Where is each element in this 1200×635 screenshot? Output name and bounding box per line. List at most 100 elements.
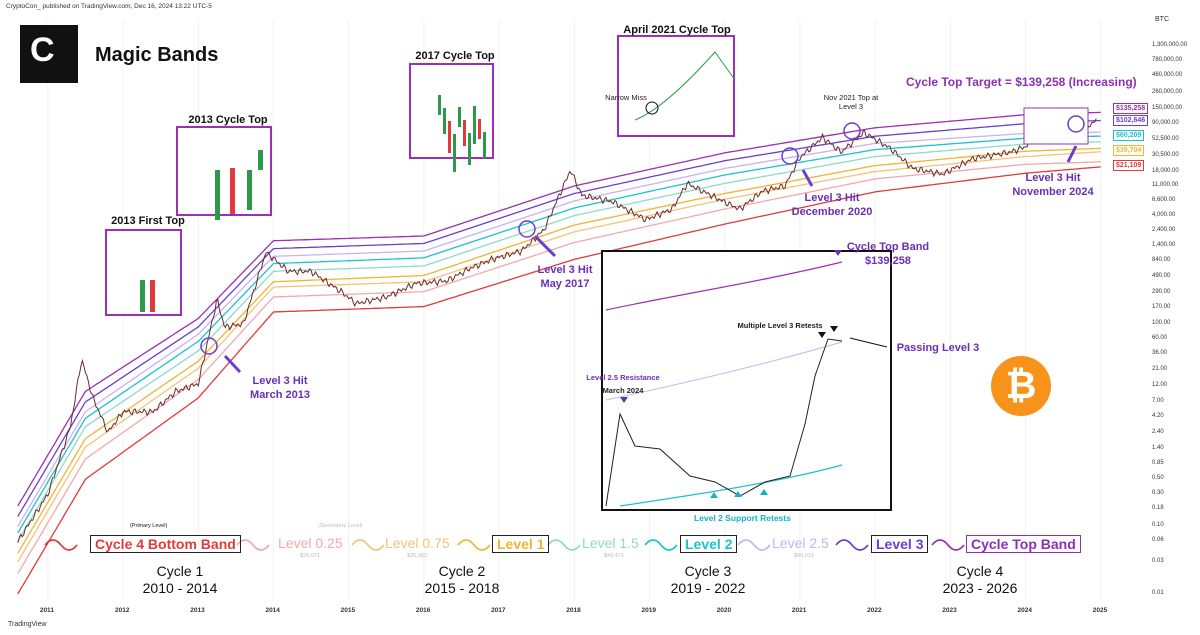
y-tick-label: 7.00 [1152, 397, 1164, 404]
mini-candle [483, 132, 486, 158]
legend-value: $69,019 [794, 553, 814, 559]
x-tick-label: 2024 [1017, 607, 1032, 614]
inset-cycle-top-band-line [605, 261, 843, 311]
price-tag: $60,209 [1113, 130, 1145, 141]
y-tick-label: 2,400.00 [1152, 226, 1176, 233]
mini-candle [150, 280, 155, 312]
y-tick-label: 170.00 [1152, 304, 1171, 311]
cycle-name: Cycle 1 [156, 563, 204, 579]
annotation-2021-cycle-top: April 2021 Cycle Top [623, 24, 731, 36]
y-tick-label: 1.40 [1152, 445, 1164, 452]
band-line-level-2 [17, 135, 1101, 534]
mini-candle [448, 121, 451, 153]
zoom-box-4 [1023, 107, 1089, 145]
inset-multiple-retests: Multiple Level 3 Retests [737, 321, 823, 330]
annotation-level3-nov-2024: Level 3 Hit November 2024 [1012, 172, 1094, 198]
level3-hit-circle [843, 122, 861, 140]
y-tick-label: 4,000.00 [1152, 211, 1176, 218]
band-line-level-0-75 [17, 151, 1101, 563]
x-tick-label: 2019 [641, 607, 656, 614]
legend-wave-icon [457, 539, 491, 551]
band-line-cycle-4-bottom-band [17, 166, 1101, 595]
mini-candle [247, 170, 252, 210]
y-tick-label: 52,500.00 [1152, 136, 1179, 143]
legend-wave-icon [931, 539, 965, 551]
legend-wave-icon [236, 539, 270, 551]
inset-level2-line [619, 464, 843, 507]
mini-candle [458, 107, 461, 127]
band-line-level-0-25 [17, 161, 1101, 575]
legend-item: Level 2 [680, 535, 738, 553]
level3-hit-circle [200, 337, 218, 355]
publisher-header: CryptoCon_ published on TradingView.com,… [6, 3, 212, 10]
cycle-label: Cycle 3 2019 - 2022 [658, 563, 758, 597]
legend-item: Level 1.5 [582, 535, 639, 551]
y-tick-label: 0.85 [1152, 459, 1164, 466]
y-tick-label: 2.40 [1152, 429, 1164, 436]
annotation-level3-may-2017: Level 3 Hit May 2017 [537, 264, 593, 290]
legend-wave-icon [547, 539, 581, 551]
price-line [17, 118, 1097, 543]
cycle-name: Cycle 3 [684, 563, 732, 579]
legend-item: Cycle 4 Bottom Band [90, 535, 241, 553]
y-tick-label: 0.30 [1152, 490, 1164, 497]
y-tick-label: 18,000.00 [1152, 167, 1179, 174]
legend-wave-icon [351, 539, 385, 551]
mini-candle [215, 170, 220, 220]
tradingview-footer: TradingView [8, 621, 47, 628]
y-tick-label: 0.50 [1152, 475, 1164, 482]
mini-candle [258, 150, 263, 170]
cycle-years: 2019 - 2022 [670, 580, 746, 596]
mini-candle [140, 280, 145, 312]
x-tick-label: 2025 [1092, 607, 1108, 614]
inset-support-arrow-icon [710, 492, 718, 498]
axis-unit: BTC [1155, 16, 1169, 23]
x-tick-label: 2020 [716, 607, 732, 614]
inset-level25-resistance: Level 2.5 Resistance [586, 373, 660, 382]
y-tick-label: 150,000.00 [1152, 105, 1183, 112]
x-tick-label: 2012 [115, 607, 130, 614]
legend-wave-icon [835, 539, 869, 551]
mini-candle [453, 134, 456, 172]
y-tick-label: 0.03 [1152, 557, 1164, 564]
mini-candle [443, 108, 446, 134]
mini-price-2021 [634, 51, 736, 121]
level3-hit-circle [518, 220, 536, 238]
annotation-narrow-miss: Narrow Miss [605, 93, 647, 102]
mini-candle [463, 120, 466, 146]
inset-cycle-top-band-value: $139,258 [865, 255, 911, 267]
mini-candle [468, 133, 471, 165]
x-tick-label: 2018 [566, 607, 581, 614]
level3-arrow-icon [533, 234, 557, 258]
mini-candle [473, 106, 476, 144]
zoom-box-1 [176, 126, 272, 216]
legend-value: $35,363 [407, 553, 427, 559]
x-tick-label: 2017 [491, 607, 506, 614]
legend-note: (Primary Level) [130, 523, 168, 529]
cycle-label: Cycle 4 2023 - 2026 [930, 563, 1030, 597]
y-tick-label: 60.00 [1152, 334, 1168, 341]
x-tick-label: 2015 [340, 607, 356, 614]
band-line-cycle-top-band [17, 111, 1101, 507]
legend-item: Level 3 [871, 535, 929, 553]
y-tick-label: 490.00 [1152, 273, 1171, 280]
annotation-2017-cycle-top: 2017 Cycle Top [415, 50, 495, 62]
y-tick-label: 460,000.00 [1152, 72, 1183, 79]
y-tick-label: 780,000.00 [1152, 56, 1183, 63]
legend-wave-icon [44, 539, 78, 551]
legend-wave-icon [737, 539, 771, 551]
legend-item: Level 1 [492, 535, 550, 553]
mini-candle [230, 168, 235, 214]
inset-cycle-top-band-label: Cycle Top Band [846, 241, 930, 253]
cycle-name: Cycle 4 [956, 563, 1004, 579]
inset-passing-level3: Passing Level 3 [896, 342, 980, 354]
y-tick-label: 90,000.00 [1152, 120, 1179, 127]
y-tick-label: 100.00 [1152, 319, 1171, 326]
inset-arrow-icon [620, 397, 628, 403]
annotation-level3-dec-2020: Level 3 Hit December 2020 [791, 192, 873, 218]
inset-support-arrow-icon [760, 489, 768, 495]
cycle-years: 2023 - 2026 [942, 580, 1018, 596]
inset-support-retests: Level 2 Support Retests [694, 513, 791, 523]
y-tick-label: 11,000.00 [1152, 181, 1179, 188]
cycle-label: Cycle 2 2015 - 2018 [412, 563, 512, 597]
